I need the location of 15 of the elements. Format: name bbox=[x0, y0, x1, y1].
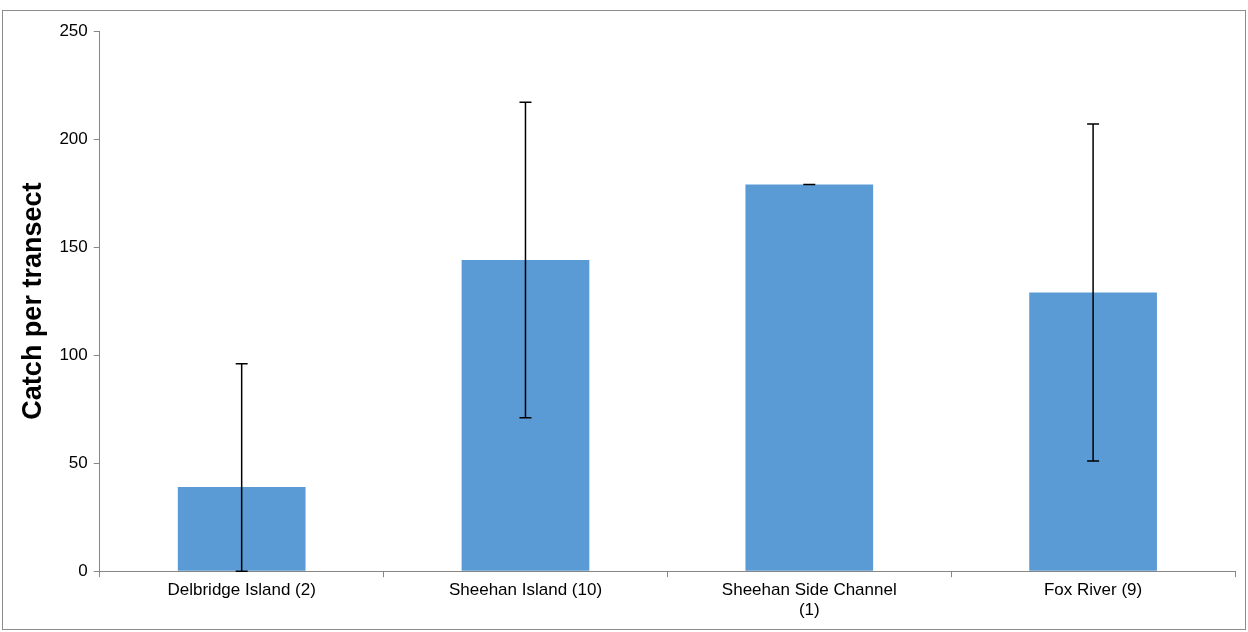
x-tick-label: Sheehan Island (10) bbox=[448, 580, 603, 600]
y-tick-label: 100 bbox=[59, 344, 88, 364]
y-axis-title: Catch per transect bbox=[16, 182, 47, 420]
y-tick-label: 250 bbox=[59, 20, 88, 40]
x-tick-label: Delbridge Island (2) bbox=[167, 580, 316, 600]
bar bbox=[461, 260, 590, 571]
y-tick-label: 50 bbox=[68, 452, 88, 472]
y-tick-label: 150 bbox=[59, 236, 88, 256]
y-tick-label: 0 bbox=[78, 560, 88, 580]
bar bbox=[745, 184, 874, 571]
x-tick-label: Sheehan Side Channel (1) bbox=[721, 580, 897, 620]
bar bbox=[1029, 292, 1157, 571]
bar bbox=[177, 486, 306, 571]
x-tick-label: Fox River (9) bbox=[1043, 580, 1143, 600]
y-tick-label: 200 bbox=[59, 128, 88, 148]
